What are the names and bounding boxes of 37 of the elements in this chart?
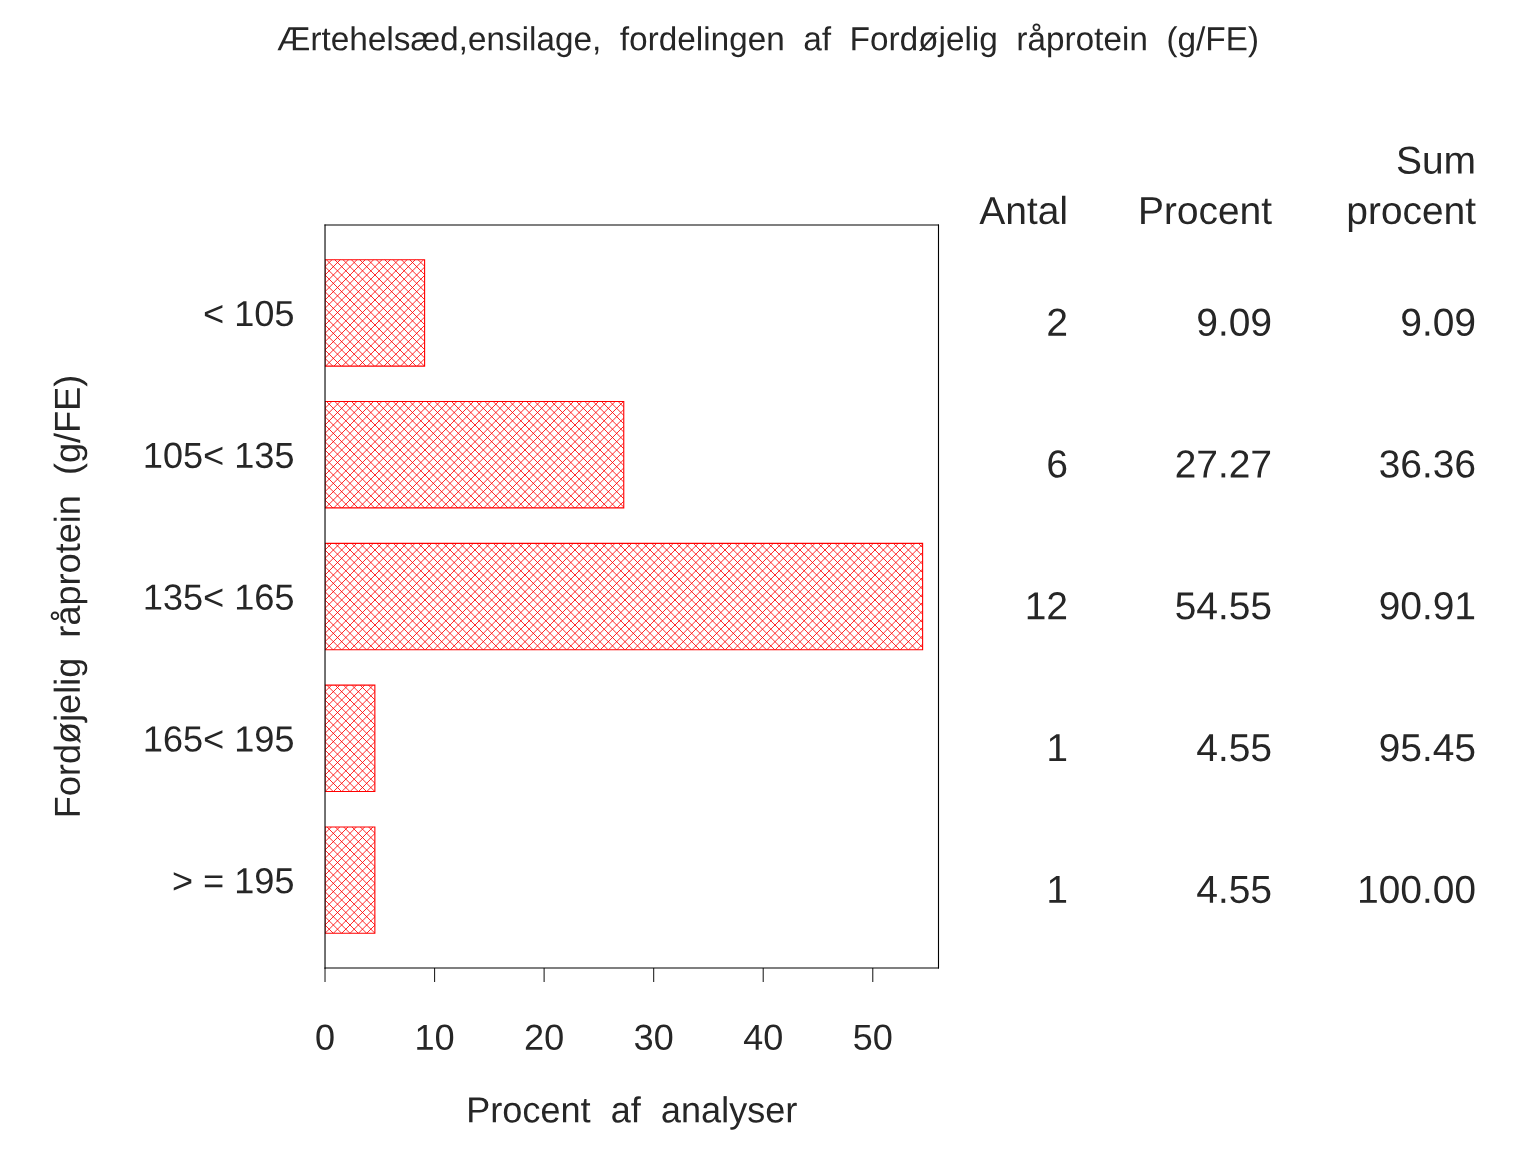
text: Antal: [979, 195, 1066, 225]
text: 95.45: [1380, 733, 1475, 762]
x-tick-label: 0: [316, 1024, 334, 1051]
text: Sum procent: [1348, 146, 1476, 232]
text: 90.91: [1380, 592, 1475, 620]
bar: [325, 400, 625, 509]
x-tick-label: 30: [634, 1024, 673, 1051]
data-label: 4.55: [1197, 876, 1271, 904]
text: 9.09: [1402, 308, 1475, 337]
text: 36.36: [1380, 450, 1475, 478]
text: 1: [1049, 876, 1067, 903]
y-tick-label: > = 195: [173, 867, 293, 894]
text: 100.00: [1360, 875, 1475, 904]
y-tick-label: 105< 135: [145, 442, 293, 469]
data-label: 27.27: [1176, 450, 1271, 478]
text: 6: [1048, 450, 1067, 478]
bar: [325, 826, 376, 934]
x-tick-label: 40: [743, 1024, 782, 1051]
data-label: 9.09: [1198, 308, 1271, 337]
bar: [325, 259, 426, 367]
bar: [325, 684, 376, 793]
text: 12: [1027, 592, 1067, 620]
x-tick-label: 10: [417, 1024, 454, 1051]
y-axis-title: Fordøjelig råprotein (g/FE): [50, 376, 88, 816]
text: 1: [1049, 734, 1067, 762]
x-tick-label: 50: [854, 1024, 892, 1051]
data-label: 4.55: [1197, 734, 1271, 762]
text: 2: [1048, 308, 1067, 336]
data-label: 54.55: [1176, 592, 1271, 620]
x-axis-title: Procent af analyser: [469, 1096, 797, 1130]
chart-title: Ærtehelsæd,ensilage, fordelingen af Fordøjelig råprotein (g/FE): [277, 23, 1257, 58]
y-tick-label: 135< 165: [145, 584, 293, 610]
y-tick-label: 165< 195: [145, 726, 293, 752]
bar: [325, 542, 924, 651]
x-tick-label: 20: [525, 1024, 563, 1051]
y-tick-label: < 105: [204, 300, 293, 327]
text: Procent: [1141, 197, 1272, 225]
